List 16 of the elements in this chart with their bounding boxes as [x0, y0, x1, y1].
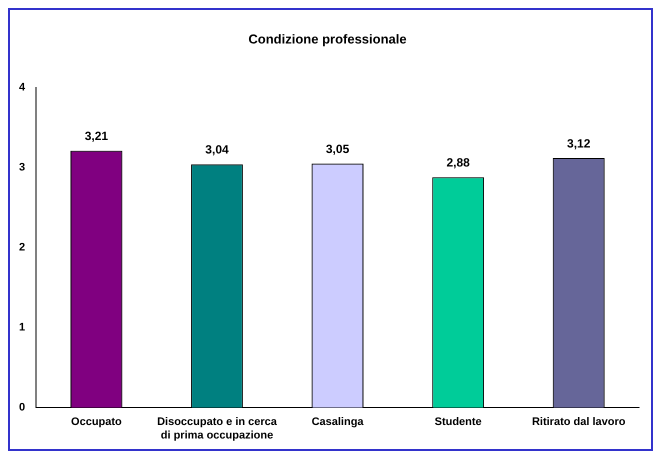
data-label: 2,88 — [446, 156, 470, 170]
data-label: 3,04 — [205, 142, 229, 157]
y-tick-label: 3 — [18, 162, 26, 174]
y-tick-label: 1 — [18, 322, 26, 334]
data-label: 3,05 — [326, 142, 350, 156]
y-tick-label: 0 — [18, 402, 26, 414]
chart-title: Condizione professionale — [248, 31, 407, 46]
x-tick-label: Disoccupato e in cerca di prima occupazione — [157, 416, 278, 442]
data-label: 3,12 — [567, 136, 591, 150]
y-tick-label: 4 — [18, 82, 26, 94]
x-tick-label: Studente — [434, 416, 482, 428]
data-label: 3,21 — [84, 129, 108, 144]
x-tick-label: Casalinga — [312, 416, 364, 428]
y-tick-label: 2 — [18, 242, 26, 254]
x-tick-label: Occupato — [71, 416, 122, 428]
x-tick-label: Ritirato dal lavoro — [532, 416, 626, 428]
